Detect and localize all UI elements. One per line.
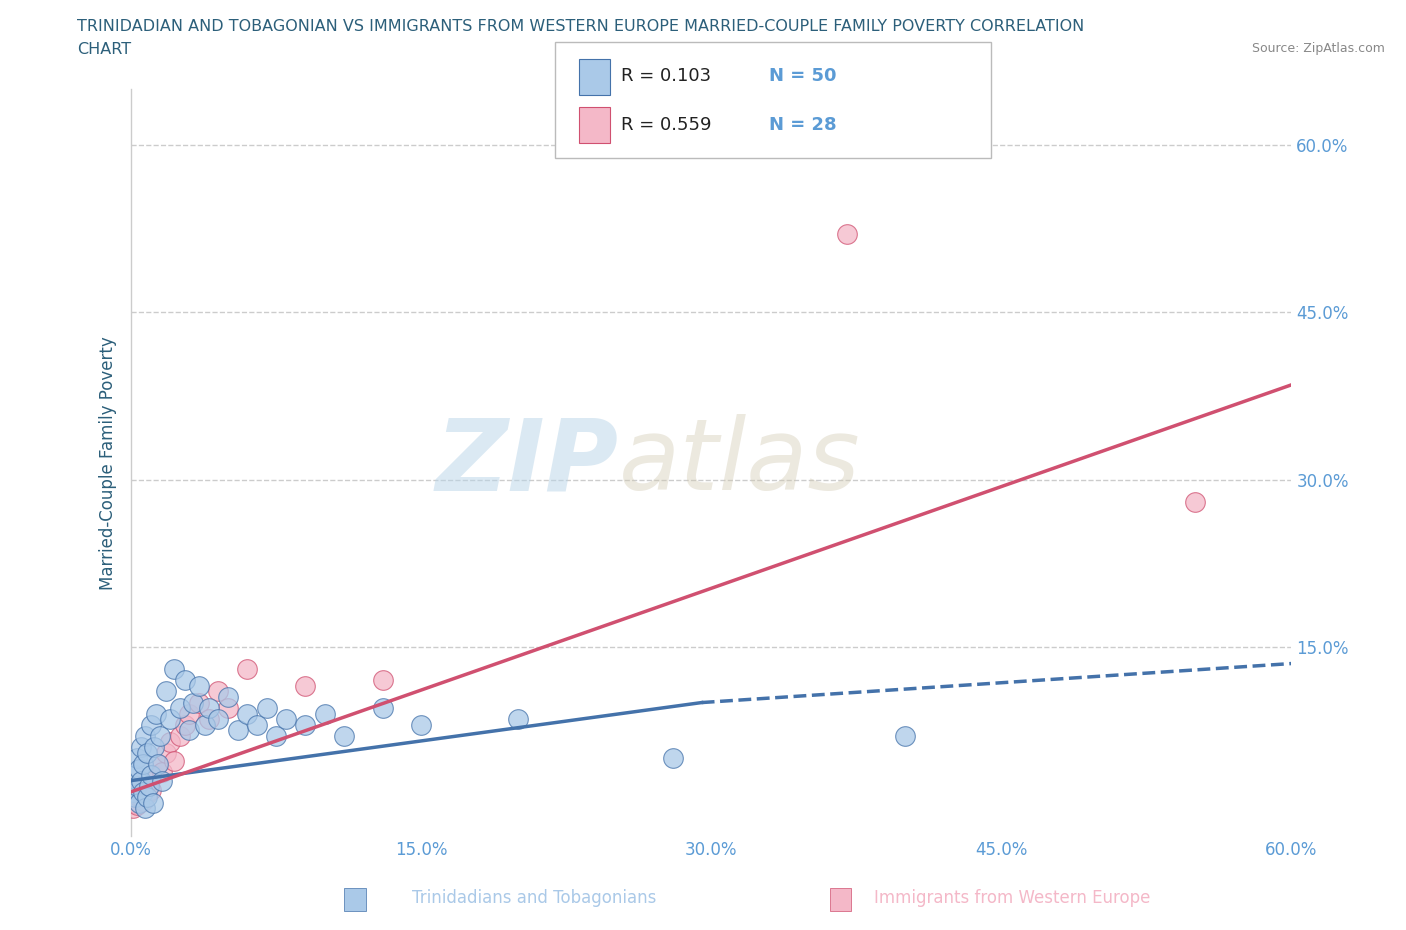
Point — [294, 717, 316, 732]
Point — [333, 728, 356, 743]
Point — [159, 711, 181, 726]
Point — [148, 756, 170, 771]
Point — [129, 773, 152, 788]
Point — [236, 661, 259, 676]
Point — [132, 756, 155, 771]
Point — [217, 700, 239, 715]
Point — [149, 728, 172, 743]
Point — [125, 798, 148, 813]
Point — [371, 700, 394, 715]
Point — [179, 706, 201, 721]
Point — [246, 717, 269, 732]
Point — [661, 751, 683, 765]
Point — [138, 778, 160, 793]
Point — [129, 739, 152, 754]
Point — [128, 790, 150, 804]
Point — [128, 762, 150, 777]
Point — [294, 678, 316, 693]
Point — [138, 773, 160, 788]
Point — [128, 795, 150, 810]
Point — [207, 684, 229, 698]
Point — [150, 764, 173, 779]
Point — [274, 711, 297, 726]
Point — [155, 745, 177, 760]
Point — [122, 801, 145, 816]
Point — [132, 784, 155, 799]
Point — [1184, 495, 1206, 510]
Point — [143, 767, 166, 782]
Point — [124, 795, 146, 810]
Point — [163, 753, 186, 768]
Point — [143, 739, 166, 754]
Text: Immigrants from Western Europe: Immigrants from Western Europe — [875, 889, 1150, 907]
Point — [159, 734, 181, 749]
Text: ZIP: ZIP — [436, 415, 619, 512]
Point — [122, 784, 145, 799]
Text: atlas: atlas — [619, 415, 860, 512]
Point — [314, 706, 336, 721]
Point — [207, 711, 229, 726]
Point — [256, 700, 278, 715]
Point — [141, 795, 163, 810]
Point — [174, 717, 197, 732]
Point — [226, 723, 249, 737]
Point — [132, 793, 155, 808]
Point — [125, 751, 148, 765]
Point — [371, 672, 394, 687]
Text: N = 28: N = 28 — [769, 115, 837, 134]
Point — [411, 717, 433, 732]
Text: CHART: CHART — [77, 42, 131, 57]
Point — [145, 706, 167, 721]
Point — [139, 767, 162, 782]
Point — [194, 717, 217, 732]
Point — [163, 661, 186, 676]
Point — [125, 778, 148, 793]
Point — [169, 700, 191, 715]
Y-axis label: Married-Couple Family Poverty: Married-Couple Family Poverty — [100, 336, 117, 590]
Point — [236, 706, 259, 721]
Point — [124, 767, 146, 782]
Text: TRINIDADIAN AND TOBAGONIAN VS IMMIGRANTS FROM WESTERN EUROPE MARRIED-COUPLE FAMI: TRINIDADIAN AND TOBAGONIAN VS IMMIGRANTS… — [77, 19, 1084, 33]
Point — [135, 745, 157, 760]
Point — [134, 778, 156, 793]
Point — [134, 801, 156, 816]
Point — [179, 723, 201, 737]
Point — [187, 695, 209, 710]
Text: R = 0.103: R = 0.103 — [621, 68, 711, 86]
Point — [139, 782, 162, 797]
Point — [139, 717, 162, 732]
Point — [187, 678, 209, 693]
Point — [150, 773, 173, 788]
Point — [197, 700, 219, 715]
Text: Source: ZipAtlas.com: Source: ZipAtlas.com — [1251, 42, 1385, 55]
Point — [124, 790, 146, 804]
Point — [217, 689, 239, 704]
Point — [135, 790, 157, 804]
Point — [169, 728, 191, 743]
Point — [129, 784, 152, 799]
Point — [148, 756, 170, 771]
Point — [264, 728, 287, 743]
Text: Trinidadians and Tobagonians: Trinidadians and Tobagonians — [412, 889, 657, 907]
Point — [181, 695, 204, 710]
Point — [835, 227, 858, 242]
Point — [197, 711, 219, 726]
Point — [506, 711, 529, 726]
Point — [134, 728, 156, 743]
Point — [155, 684, 177, 698]
Text: R = 0.559: R = 0.559 — [621, 115, 711, 134]
Text: N = 50: N = 50 — [769, 68, 837, 86]
Point — [135, 787, 157, 802]
Point — [893, 728, 915, 743]
Point — [174, 672, 197, 687]
